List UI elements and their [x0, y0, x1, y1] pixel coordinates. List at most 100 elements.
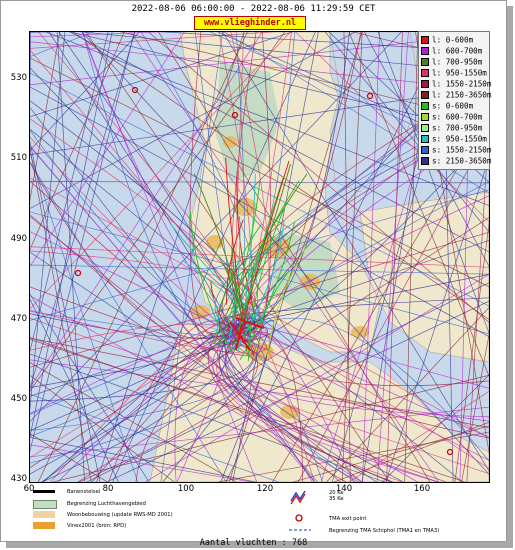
flight-track	[30, 32, 125, 251]
flight-track	[234, 32, 362, 341]
flight-track	[214, 106, 489, 329]
low-altitude-track	[193, 173, 244, 321]
y-tick-label: 470	[10, 314, 27, 324]
flight-track	[30, 32, 165, 38]
flight-track	[30, 353, 386, 482]
flight-track	[382, 374, 489, 482]
runway	[235, 323, 243, 351]
flight-track	[30, 295, 360, 482]
low-altitude-track	[231, 163, 291, 347]
legend-item: s: 0-600m	[421, 101, 487, 111]
legend-swatch	[421, 124, 429, 132]
flight-track	[386, 32, 403, 482]
legend-item: s: 2150-3650m	[421, 156, 491, 166]
flight-track	[30, 32, 291, 310]
website-label[interactable]: www.vlieghinder.nl	[194, 16, 306, 30]
legend-item: s: 700-950m	[421, 123, 487, 133]
flight-track	[30, 293, 150, 482]
legend-swatch	[421, 102, 429, 110]
x-tick-label: 140	[335, 484, 353, 494]
flight-track	[130, 32, 440, 482]
flight-track	[30, 32, 140, 152]
flight-track	[30, 32, 185, 268]
flight-track	[30, 433, 108, 482]
flight-track	[81, 32, 253, 340]
legend-swatch	[421, 113, 429, 121]
y-tick-label: 490	[10, 234, 27, 244]
legend-swatch	[421, 69, 429, 77]
legend-swatch	[421, 146, 429, 154]
tma-exit-point	[366, 92, 374, 100]
legend-item: l: 700-950m	[421, 57, 487, 67]
legend-swatch	[421, 36, 429, 44]
housing-swatch	[33, 511, 55, 518]
flight-track	[326, 306, 489, 482]
legend-label: s: 700-950m	[432, 123, 483, 133]
flight-track	[30, 406, 489, 458]
map-legend: Banenstelsel Begrenzing Luchthavengebied…	[29, 487, 488, 539]
vinex-swatch	[33, 522, 55, 529]
flight-track	[85, 32, 390, 482]
x-tick-label: 100	[177, 484, 195, 494]
low-altitude-track	[232, 247, 260, 344]
low-altitude-track	[182, 259, 260, 324]
flight-track	[30, 333, 258, 431]
legend-item: l: 2150-3650m	[421, 90, 491, 100]
x-tick-label: 80	[102, 484, 114, 494]
flight-track	[140, 32, 259, 330]
housing-label: Woonbebouwing (update RWS-MD 2001)	[67, 512, 173, 518]
flight-track	[218, 115, 489, 347]
legend-item: l: 1550-2150m	[421, 79, 491, 89]
flight-track	[72, 32, 489, 320]
flight-track	[30, 161, 227, 482]
y-tick-label: 430	[10, 474, 27, 484]
flight-track	[30, 32, 95, 57]
flight-track	[30, 32, 113, 439]
runway-label: Banenstelsel	[67, 489, 101, 495]
time-range-title: 2022-08-06 06:00:00 - 2022-08-06 11:29:5…	[131, 4, 376, 14]
vinex-label: Vinex2001 (bron: RPD)	[67, 523, 127, 529]
flight-track	[30, 337, 448, 482]
flight-track	[30, 321, 259, 469]
tma-exit-icon	[295, 514, 303, 522]
flight-track	[45, 32, 489, 207]
low-altitude-track	[189, 211, 233, 355]
flight-track	[272, 114, 489, 482]
legend-item: s: 1550-2150m	[421, 145, 491, 155]
legend-swatch	[421, 58, 429, 66]
legend-label: l: 950-1550m	[432, 68, 487, 78]
legend-swatch	[421, 47, 429, 55]
flight-track	[30, 32, 32, 102]
flight-track	[30, 177, 489, 439]
flight-track	[42, 322, 237, 482]
flight-track	[112, 32, 316, 482]
low-altitude-track	[239, 160, 290, 340]
flight-track	[30, 49, 254, 323]
legend-label: l: 0-600m	[432, 35, 474, 45]
flight-track	[135, 337, 250, 482]
flight-track	[30, 332, 252, 437]
low-altitude-track	[233, 177, 284, 352]
y-tick-label: 530	[10, 73, 27, 83]
flight-track	[30, 337, 265, 464]
runway-swatch	[33, 490, 55, 493]
x-tick-label: 120	[256, 484, 274, 494]
runway	[235, 317, 265, 329]
flight-track	[58, 32, 253, 343]
flight-track	[30, 136, 237, 339]
flight-track	[30, 231, 489, 461]
flight-track	[231, 339, 489, 439]
flight-track	[160, 32, 223, 482]
flight-track	[30, 161, 238, 340]
low-altitude-track	[231, 180, 300, 325]
flight-track	[30, 250, 255, 318]
legend-item: l: 950-1550m	[421, 68, 487, 78]
flight-track	[461, 333, 489, 482]
flight-track	[30, 339, 467, 482]
flight-track	[30, 362, 237, 482]
tma-exit-point	[131, 86, 139, 94]
flight-track	[343, 32, 351, 482]
map-canvas	[30, 32, 489, 482]
flight-track	[30, 87, 489, 156]
